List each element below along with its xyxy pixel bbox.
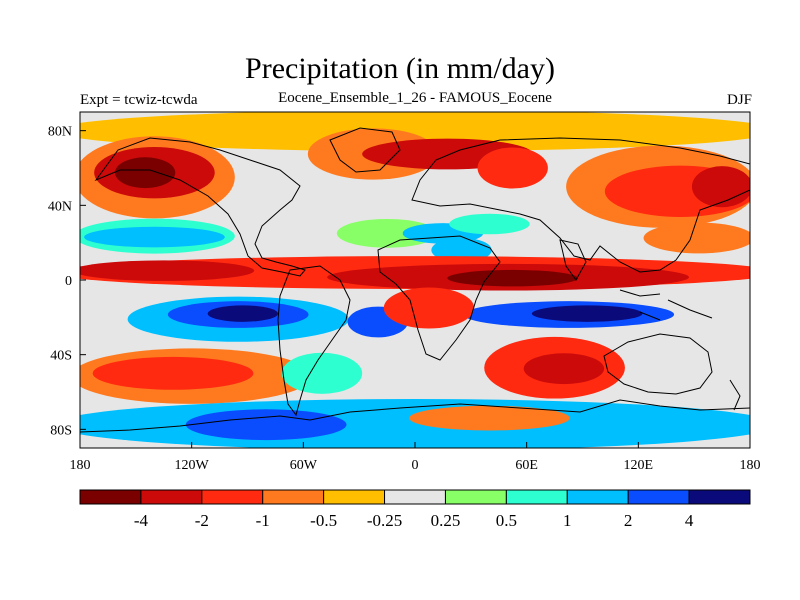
plot-title: Precipitation (in mm/day) bbox=[245, 52, 555, 85]
precip-anomaly-region bbox=[207, 305, 279, 322]
colorbar-label: -2 bbox=[195, 511, 209, 530]
coastline-greenland bbox=[329, 127, 401, 173]
coastline-australia bbox=[603, 333, 713, 395]
precip-anomaly-region bbox=[477, 147, 548, 189]
x-tick-label: 60W bbox=[290, 458, 318, 473]
y-tick-label: 40S bbox=[50, 349, 72, 364]
precip-anomaly-region bbox=[80, 260, 255, 281]
coastline-maritime-islands bbox=[619, 289, 713, 321]
colorbar-swatch bbox=[505, 489, 568, 505]
precip-anomaly-region bbox=[336, 218, 438, 248]
coastline-africa bbox=[377, 235, 501, 361]
colorbar-label: -0.25 bbox=[367, 511, 402, 530]
precip-anomaly-region bbox=[643, 222, 750, 254]
precip-anomaly-region bbox=[449, 213, 530, 235]
precip-anomaly-region bbox=[383, 287, 475, 329]
colorbar-label: 0.25 bbox=[431, 511, 461, 530]
x-tick-label: 120W bbox=[175, 458, 210, 473]
precip-anomaly-region bbox=[281, 352, 363, 394]
colorbar-swatch bbox=[627, 489, 690, 505]
y-tick-label: 80N bbox=[48, 125, 72, 140]
precip-anomaly-region bbox=[691, 166, 750, 208]
colorbar-swatch bbox=[140, 489, 203, 505]
precip-anomaly-region bbox=[114, 157, 176, 189]
coastlines bbox=[80, 127, 750, 433]
precip-anomaly-region bbox=[80, 112, 750, 152]
colorbar-label: -4 bbox=[134, 511, 149, 530]
colorbar-swatch bbox=[79, 489, 142, 505]
x-tick-label: 60E bbox=[515, 458, 538, 473]
x-tick-label: 180 bbox=[70, 458, 91, 473]
experiment-label: Expt = tcwiz-tcwda bbox=[80, 92, 198, 108]
colorbar-label: -0.5 bbox=[310, 511, 337, 530]
colorbar-swatch bbox=[566, 489, 629, 505]
colorbar-swatch bbox=[323, 489, 386, 505]
y-tick-label: 0 bbox=[65, 274, 72, 289]
season-label: DJF bbox=[726, 92, 752, 108]
coastline-south-america bbox=[277, 265, 351, 417]
precip-anomaly-region bbox=[447, 269, 579, 287]
colorbar-label: 2 bbox=[624, 511, 633, 530]
coastline-antarctica bbox=[80, 399, 750, 433]
colorbar-swatch bbox=[688, 489, 751, 505]
x-tick-label: 180 bbox=[740, 458, 761, 473]
precip-anomaly-region bbox=[84, 226, 225, 248]
colorbar-label: 0.5 bbox=[496, 511, 517, 530]
coastline-india bbox=[559, 239, 587, 281]
coastline-north-america bbox=[94, 137, 306, 277]
precipitation-field bbox=[80, 112, 750, 448]
axis-ticks: 180 120W 60W 0 60E 120E 180 80N 40N 0 40S 80S bbox=[48, 125, 761, 473]
colorbar-label: 4 bbox=[685, 511, 694, 530]
precip-anomaly-region bbox=[92, 356, 254, 390]
colorbar-label: 1 bbox=[563, 511, 572, 530]
colorbar-swatch bbox=[201, 489, 264, 505]
colorbar-swatch bbox=[444, 489, 507, 505]
precip-anomaly-region bbox=[409, 405, 570, 431]
colorbar: -4 -2 -1 -0.5 -0.25 0.25 0.5 1 2 4 bbox=[79, 489, 751, 530]
precip-anomaly-region bbox=[531, 305, 643, 322]
x-tick-label: 120E bbox=[624, 458, 654, 473]
y-tick-label: 80S bbox=[50, 423, 72, 438]
colorbar-swatch bbox=[384, 489, 446, 505]
colorbar-swatch bbox=[262, 489, 325, 505]
colorbar-label: -1 bbox=[256, 511, 270, 530]
coastline-new-zealand bbox=[729, 379, 741, 411]
precip-anomaly-region bbox=[523, 353, 605, 385]
plot-subtitle: Eocene_Ensemble_1_26 - FAMOUS_Eocene bbox=[278, 90, 552, 106]
precip-anomaly-region bbox=[185, 409, 347, 441]
coastline-eurasia bbox=[411, 137, 750, 273]
x-tick-label: 0 bbox=[412, 458, 419, 473]
y-tick-label: 40N bbox=[48, 199, 72, 214]
